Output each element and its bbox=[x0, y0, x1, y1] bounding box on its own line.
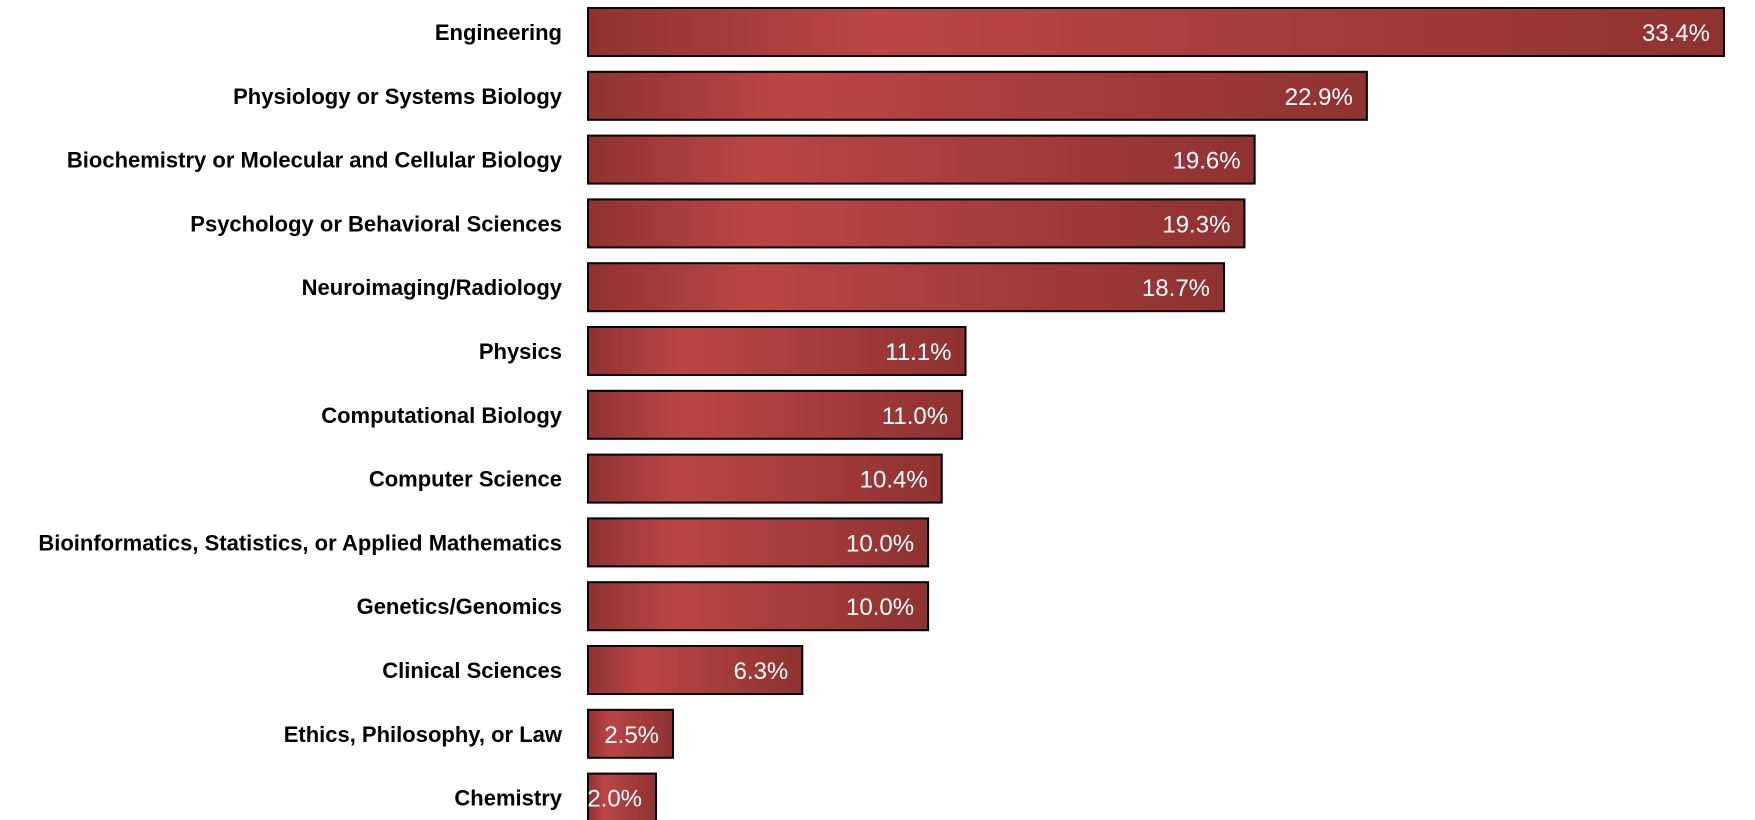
category-label: Clinical Sciences bbox=[382, 658, 562, 683]
bar bbox=[587, 198, 1246, 249]
category-label: Genetics/Genomics bbox=[357, 594, 562, 619]
category-label: Computational Biology bbox=[321, 403, 563, 428]
category-label: Chemistry bbox=[454, 786, 562, 811]
bar bbox=[587, 581, 930, 632]
category-label: Computer Science bbox=[369, 467, 562, 492]
category-label: Neuroimaging/Radiology bbox=[302, 275, 563, 300]
bar bbox=[587, 708, 675, 759]
bars-group bbox=[587, 7, 1725, 820]
category-label: Ethics, Philosophy, or Law bbox=[284, 722, 563, 747]
value-label: 10.4% bbox=[860, 467, 928, 494]
category-label: Biochemistry or Molecular and Cellular B… bbox=[67, 148, 563, 173]
value-label: 22.9% bbox=[1285, 84, 1353, 111]
category-label: Physiology or Systems Biology bbox=[233, 84, 563, 109]
bar bbox=[587, 134, 1256, 185]
category-label: Physics bbox=[479, 339, 562, 364]
bar bbox=[587, 7, 1725, 57]
value-label: 10.0% bbox=[846, 530, 914, 557]
value-label: 11.1% bbox=[885, 339, 951, 366]
category-label: Bioinformatics, Statistics, or Applied M… bbox=[38, 530, 562, 555]
bar bbox=[587, 772, 658, 820]
bar bbox=[587, 389, 964, 440]
value-label: 11.0% bbox=[882, 403, 948, 430]
bar bbox=[587, 262, 1226, 313]
category-label: Engineering bbox=[435, 20, 562, 45]
value-label: 33.4% bbox=[1642, 20, 1710, 47]
value-labels-group: 33.4% 22.9% 19.6% 19.3% 18.7% 11.1% 11.0% 10.4%… bbox=[587, 20, 1710, 813]
value-label: 2.5% bbox=[604, 722, 659, 749]
value-label: 19.6% bbox=[1173, 148, 1241, 175]
category-label: Psychology or Behavioral Sciences bbox=[190, 211, 562, 236]
category-labels-group: Engineering Physiology or Systems Biology… bbox=[38, 20, 563, 811]
value-label: 6.3% bbox=[734, 658, 789, 685]
bar bbox=[587, 453, 943, 504]
bar bbox=[587, 70, 1368, 121]
value-label: 2.0% bbox=[587, 786, 642, 813]
value-label: 18.7% bbox=[1142, 275, 1210, 302]
bar bbox=[587, 517, 930, 568]
value-label: 10.0% bbox=[846, 594, 914, 621]
bar bbox=[587, 645, 804, 695]
value-label: 19.3% bbox=[1162, 211, 1230, 238]
bar bbox=[587, 326, 967, 376]
